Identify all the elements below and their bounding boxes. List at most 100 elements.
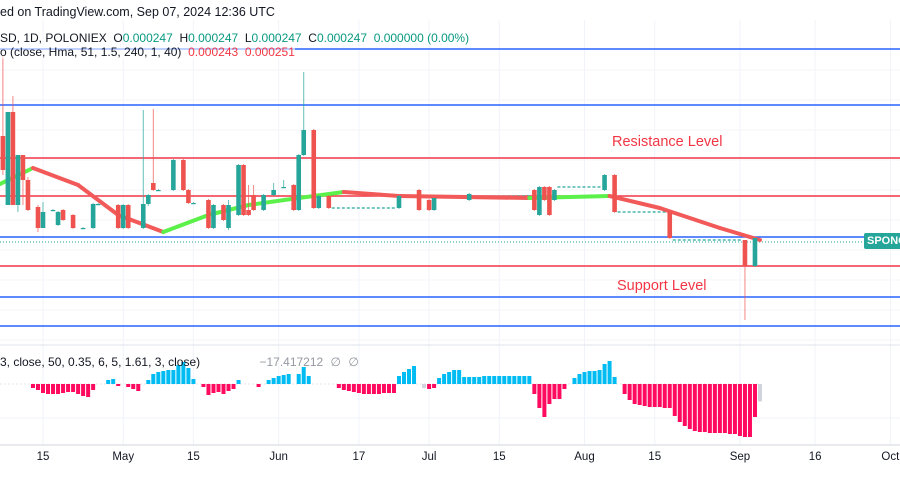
histogram-bar xyxy=(111,379,116,384)
histogram-bar xyxy=(467,377,472,384)
histogram-bar xyxy=(116,384,121,386)
candle-down xyxy=(70,215,76,228)
histogram-bar xyxy=(572,378,577,384)
ma-segment xyxy=(246,196,301,207)
oscillator-legend: 3, close, 50, 0.35, 6, 5, 1.61, 3, close… xyxy=(0,355,359,369)
histogram-bar xyxy=(211,384,216,393)
ma-params[interactable]: o (close, Hma, 51, 1.5, 240, 1, 40) xyxy=(0,45,182,59)
histogram-bar xyxy=(592,371,597,384)
histogram-bar xyxy=(667,384,672,408)
histogram-bar xyxy=(30,384,35,388)
support-label: Support Level xyxy=(617,278,707,294)
histogram-bar xyxy=(301,367,306,384)
histogram-bar xyxy=(522,376,527,384)
histogram-bar xyxy=(236,380,241,384)
histogram-bar xyxy=(577,374,582,384)
histogram-bar xyxy=(627,384,632,400)
histogram-bar xyxy=(632,384,637,404)
histogram-bar xyxy=(361,384,366,394)
histogram-bar xyxy=(407,369,412,384)
close-label: C xyxy=(308,31,317,45)
histogram-bar xyxy=(447,372,452,384)
histogram-bar xyxy=(437,378,442,384)
histogram-bar xyxy=(557,384,562,399)
null-value-2: ∅ xyxy=(348,355,359,369)
histogram-bar xyxy=(166,370,171,384)
histogram-bar xyxy=(356,384,361,393)
candle-down xyxy=(20,155,26,180)
candle-down xyxy=(35,207,41,228)
histogram-bar xyxy=(657,384,662,407)
candle-up xyxy=(211,205,216,228)
candle-up xyxy=(95,204,101,206)
ma-segment xyxy=(296,190,346,200)
candle-up xyxy=(55,212,61,225)
candle-up xyxy=(316,196,322,208)
histogram-bar xyxy=(371,384,376,394)
histogram-bar xyxy=(76,384,81,394)
candle-up xyxy=(120,205,126,228)
close-value: 0.000247 xyxy=(316,31,368,45)
histogram-bar xyxy=(71,384,76,392)
histogram-bar xyxy=(402,372,407,384)
candle-up xyxy=(90,204,96,228)
time-tick-15: 15 xyxy=(187,451,200,463)
ma-segment xyxy=(116,213,166,234)
ma-segment xyxy=(76,183,121,217)
time-tick-17: 17 xyxy=(352,451,366,463)
histogram-bar xyxy=(457,370,462,384)
histogram-bar xyxy=(151,374,156,384)
histogram-bar xyxy=(582,372,587,384)
time-tick-jun: Jun xyxy=(269,451,288,463)
candle-up xyxy=(466,194,472,200)
candle-up xyxy=(431,198,437,210)
ma-segment xyxy=(30,166,81,187)
histogram-bar xyxy=(226,384,231,391)
candle-up xyxy=(396,196,402,208)
histogram-bar xyxy=(296,374,301,384)
histogram-bar xyxy=(206,384,211,395)
histogram-bar xyxy=(126,384,131,387)
candle-up xyxy=(281,187,286,189)
histogram-bar xyxy=(607,361,612,384)
candle-down xyxy=(241,165,246,215)
low-value: 0.000247 xyxy=(251,31,302,45)
symbol-name[interactable]: SD, 1D, POLONIEX xyxy=(0,31,107,45)
histogram-bar xyxy=(91,384,96,390)
histogram-bar xyxy=(171,370,176,384)
histogram-bar xyxy=(552,384,557,399)
histogram-bar xyxy=(271,378,276,384)
histogram-bar xyxy=(722,384,727,433)
histogram-bar xyxy=(542,384,547,417)
histogram-bar xyxy=(687,384,692,429)
histogram-bar xyxy=(502,376,507,384)
candle-up xyxy=(171,160,176,190)
histogram-bar xyxy=(181,362,186,384)
histogram-bar xyxy=(747,384,752,437)
high-label: H xyxy=(179,31,189,45)
oscillator-params[interactable]: 3, close, 50, 0.35, 6, 5, 1.61, 3, close… xyxy=(0,355,201,369)
histogram-bar xyxy=(682,384,687,426)
open-label: O xyxy=(113,31,123,45)
histogram-bar xyxy=(717,384,722,433)
low-label: L xyxy=(244,31,252,45)
histogram-bar xyxy=(376,384,381,394)
candle-up xyxy=(15,155,21,205)
candle-down xyxy=(60,210,66,220)
change-value: 0.000000 (0.00%) xyxy=(373,31,470,45)
time-tick-may: May xyxy=(112,451,135,463)
candle-down xyxy=(742,240,748,266)
histogram-bar xyxy=(35,384,40,390)
ma-segment xyxy=(0,166,35,187)
histogram-bar xyxy=(702,384,707,432)
histogram-bar xyxy=(216,384,221,392)
candle-down xyxy=(426,200,432,210)
histogram-bar xyxy=(507,376,512,384)
histogram-bar xyxy=(221,384,226,394)
candle-up xyxy=(296,155,302,210)
candle-down xyxy=(125,205,131,228)
histogram-bar xyxy=(532,384,537,394)
candle-up xyxy=(191,203,196,205)
candle-up xyxy=(752,238,758,266)
